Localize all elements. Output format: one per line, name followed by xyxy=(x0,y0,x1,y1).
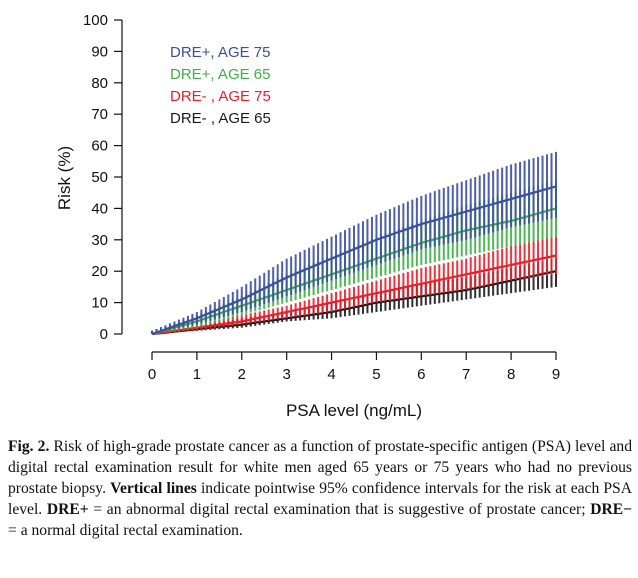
caption-text: indicate pointwise 95% confidence interv… xyxy=(8,480,632,518)
x-tick-label: 9 xyxy=(552,366,560,383)
figure-caption: Fig. 2. Risk of high-grade prostate canc… xyxy=(8,436,632,541)
x-tick-label: 5 xyxy=(372,366,380,383)
y-tick-label: 50 xyxy=(91,169,108,186)
y-tick-label: 30 xyxy=(91,232,108,249)
series-line xyxy=(151,254,557,336)
caption-text: Risk of high-grade prostate cancer as a … xyxy=(8,438,632,497)
caption-bold: Vertical lines xyxy=(110,480,197,497)
series-line xyxy=(151,185,557,336)
y-tick-label: 20 xyxy=(91,263,108,280)
series-dre-age-75 xyxy=(151,151,557,336)
y-tick-label: 70 xyxy=(91,106,108,123)
series-dre-age-75 xyxy=(151,236,557,336)
x-tick-label: 0 xyxy=(148,366,156,383)
y-tick-label: 90 xyxy=(91,43,108,60)
caption-bold: DRE+ xyxy=(46,501,89,518)
x-tick-label: 2 xyxy=(238,366,246,383)
y-tick-label: 60 xyxy=(91,138,108,155)
y-tick-label: 40 xyxy=(91,200,108,217)
chart: 0 10 20 30 40 50 60 70 80 90 100 0 1 2 3 4 5 6 7 8 9 Risk (%… xyxy=(55,12,560,420)
y-tick-label: 100 xyxy=(83,12,108,29)
legend-entry: DRE- , AGE 75 xyxy=(170,88,271,105)
x-tick-label: 1 xyxy=(193,366,201,383)
x-tick-label: 7 xyxy=(462,366,470,383)
x-tick-label: 6 xyxy=(417,366,425,383)
x-tick-label: 4 xyxy=(327,366,335,383)
caption-text: = a normal digital rectal examination. xyxy=(8,522,243,539)
y-tick-label: 80 xyxy=(91,75,108,92)
legend-entry: DRE+, AGE 75 xyxy=(170,44,270,61)
legend: DRE+, AGE 75 DRE+, AGE 65 DRE- , AGE 75 DRE… xyxy=(170,44,271,127)
x-axis-label: PSA level (ng/mL) xyxy=(286,401,422,420)
x-tick-label: 3 xyxy=(282,366,290,383)
legend-entry: DRE- , AGE 65 xyxy=(170,110,271,127)
y-tick-label: 10 xyxy=(91,295,108,312)
x-tick-label: 8 xyxy=(507,366,515,383)
figure-label: Fig. 2. xyxy=(8,438,50,455)
y-tick-label: 0 xyxy=(100,326,108,343)
caption-bold: DRE− xyxy=(590,501,632,518)
y-axis-label: Risk (%) xyxy=(55,146,74,210)
chart-marks xyxy=(151,151,557,336)
caption-text: = an abnormal digital rectal examination… xyxy=(88,501,591,518)
axes: 0 10 20 30 40 50 60 70 80 90 100 0 1 2 3 4 5 6 7 8 9 xyxy=(83,12,560,383)
legend-entry: DRE+, AGE 65 xyxy=(170,66,270,83)
